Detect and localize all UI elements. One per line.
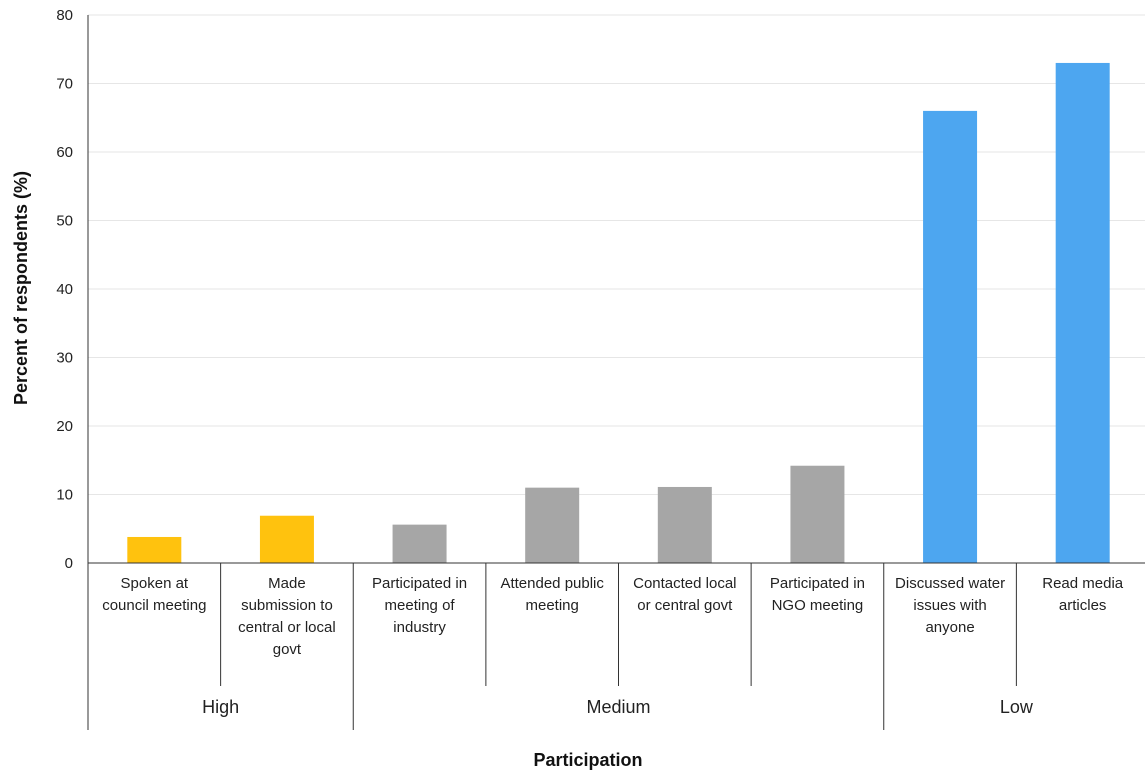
- category-label: Contacted local or central govt: [633, 575, 736, 614]
- category-label-line: Attended public: [500, 575, 604, 592]
- y-tick-label: 30: [56, 350, 73, 367]
- category-label-line: Made: [268, 575, 306, 592]
- category-label-line: or central govt: [637, 597, 733, 614]
- y-tick-labels: 0 10 20 30 40 50 60 70 80: [56, 7, 73, 572]
- y-tick-label: 80: [56, 7, 73, 24]
- bar: [127, 536, 182, 563]
- group-labels: High Medium Low: [202, 697, 1034, 717]
- category-label: Spoken at council meeting: [102, 575, 206, 614]
- category-label-line: Spoken at: [121, 575, 189, 592]
- category-label-line: Discussed water: [895, 575, 1005, 592]
- bar: [1055, 62, 1110, 563]
- category-label-line: meeting: [526, 597, 579, 614]
- bar: [790, 465, 845, 563]
- category-label-line: anyone: [925, 619, 974, 636]
- category-label-line: Participated in: [770, 575, 865, 592]
- group-label: Medium: [586, 697, 650, 717]
- category-label: Read media articles: [1042, 575, 1124, 614]
- category-label-line: govt: [273, 641, 302, 658]
- category-separators: [87, 563, 1017, 730]
- bar: [525, 487, 580, 563]
- category-label: Participated in meeting of industry: [372, 575, 467, 636]
- y-tick-label: 50: [56, 213, 73, 230]
- y-tick-label: 0: [65, 555, 73, 572]
- category-label-line: Read media: [1042, 575, 1124, 592]
- group-label: High: [202, 697, 239, 717]
- bars: [127, 62, 1110, 564]
- category-label: Attended public meeting: [500, 575, 604, 614]
- bar: [392, 524, 447, 563]
- y-tick-label: 10: [56, 487, 73, 504]
- bar: [259, 515, 314, 563]
- category-label-line: council meeting: [102, 597, 206, 614]
- y-tick-label: 40: [56, 281, 73, 298]
- category-label-line: issues with: [913, 597, 986, 614]
- category-label-line: meeting of: [385, 597, 456, 614]
- bar: [923, 110, 978, 564]
- bar: [657, 486, 712, 563]
- y-axis-title: Percent of respondents (%): [11, 171, 31, 405]
- y-tick-label: 70: [56, 76, 73, 93]
- category-label-line: central or local: [238, 619, 336, 636]
- category-label: Participated in NGO meeting: [770, 575, 865, 614]
- category-label-line: articles: [1059, 597, 1107, 614]
- category-label: Made submission to central or local govt: [238, 575, 336, 658]
- category-label-line: submission to: [241, 597, 333, 614]
- category-label-line: Participated in: [372, 575, 467, 592]
- category-label: Discussed water issues with anyone: [895, 575, 1005, 636]
- category-label-line: Contacted local: [633, 575, 736, 592]
- x-axis-title: Participation: [533, 750, 642, 770]
- group-label: Low: [1000, 697, 1034, 717]
- y-tick-label: 20: [56, 418, 73, 435]
- category-labels: Spoken at council meeting Made submission t…: [102, 575, 1124, 658]
- category-label-line: NGO meeting: [772, 597, 864, 614]
- gridlines: [88, 14, 1145, 495]
- y-tick-label: 60: [56, 144, 73, 161]
- category-label-line: industry: [393, 619, 446, 636]
